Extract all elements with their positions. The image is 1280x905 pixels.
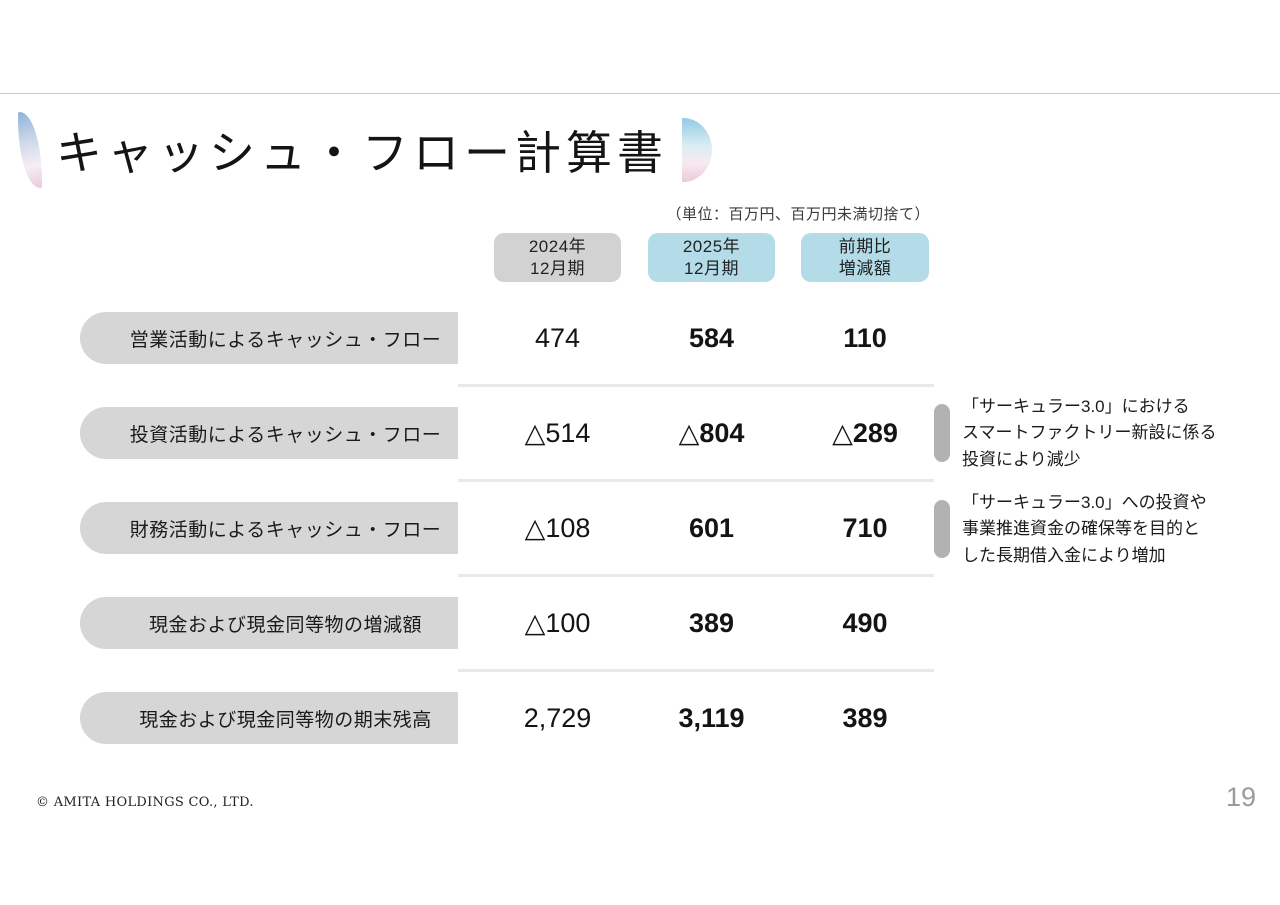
column-header-period: 増減額 bbox=[838, 258, 892, 278]
value-2025: △804 bbox=[678, 417, 745, 448]
column-header-period: 12月期 bbox=[530, 258, 585, 278]
table-row: △100 389 490 bbox=[458, 577, 934, 669]
value-diff: 710 bbox=[842, 512, 888, 543]
column-header-year: 前期比 bbox=[838, 236, 892, 256]
value-2025: 389 bbox=[688, 607, 735, 638]
value-2025: 584 bbox=[688, 322, 735, 353]
column-header-2024: 2024年 12月期 bbox=[494, 233, 621, 282]
title-decoration-left-icon bbox=[18, 112, 42, 188]
annotation-investing-cf: 「サーキュラー3.0」における スマートファクトリー新設に係る 投資により減少 bbox=[934, 392, 1250, 476]
value-diff: 110 bbox=[843, 322, 887, 353]
title-decoration-right-icon bbox=[682, 118, 712, 182]
annotation-line: スマートファクトリー新設に係る bbox=[962, 423, 1217, 443]
table-values: 474 584 110 △514 △804 △289 △108 601 710 … bbox=[458, 292, 934, 764]
annotation-text: 「サーキュラー3.0」への投資や 事業推進資金の確保等を目的と した長期借入金に… bbox=[958, 488, 1211, 572]
copyright-text: © AMITA HOLDINGS CO., LTD. bbox=[36, 795, 254, 810]
title-block: キャッシュ・フロー計算書 bbox=[18, 112, 712, 188]
value-2024: △100 bbox=[524, 607, 591, 638]
table-row: △108 601 710 bbox=[458, 482, 934, 574]
row-label-operating-cf: 営業活動によるキャッシュ・フロー bbox=[80, 312, 491, 364]
page-title: キャッシュ・フロー計算書 bbox=[56, 126, 668, 180]
annotation-line: 事業推進資金の確保等を目的と bbox=[962, 519, 1200, 539]
annotation-line: 投資により減少 bbox=[962, 449, 1081, 469]
page-number: 19 bbox=[1225, 782, 1256, 812]
annotation-text: 「サーキュラー3.0」における スマートファクトリー新設に係る 投資により減少 bbox=[958, 392, 1221, 476]
annotation-financing-cf: 「サーキュラー3.0」への投資や 事業推進資金の確保等を目的と した長期借入金に… bbox=[934, 488, 1250, 572]
annotation-connector bbox=[934, 404, 950, 462]
value-2025: 3,119 bbox=[678, 702, 745, 733]
value-diff: △289 bbox=[832, 417, 898, 448]
table-row: △514 △804 △289 bbox=[458, 387, 934, 479]
column-header-2025: 2025年 12月期 bbox=[648, 233, 775, 282]
column-header-period: 12月期 bbox=[684, 258, 739, 278]
annotation-line: した長期借入金により増加 bbox=[962, 545, 1166, 565]
row-label-cash-change: 現金および現金同等物の増減額 bbox=[80, 597, 491, 649]
slide: キャッシュ・フロー計算書 （単位：百万円、百万円未満切捨て） 2024年 12月… bbox=[0, 93, 1280, 813]
value-2024: △514 bbox=[524, 417, 591, 448]
value-diff: 389 bbox=[842, 702, 888, 733]
value-2024: 2,729 bbox=[523, 702, 592, 733]
column-header-diff: 前期比 増減額 bbox=[801, 233, 929, 282]
row-label-investing-cf: 投資活動によるキャッシュ・フロー bbox=[80, 407, 491, 459]
unit-note: （単位：百万円、百万円未満切捨て） bbox=[666, 206, 930, 223]
annotation-line: 「サーキュラー3.0」への投資や bbox=[962, 493, 1207, 512]
annotation-line: 「サーキュラー3.0」における bbox=[962, 397, 1190, 416]
value-2024: △108 bbox=[524, 512, 591, 543]
annotation-connector bbox=[934, 500, 950, 558]
row-label-cash-ending-balance: 現金および現金同等物の期末残高 bbox=[80, 692, 491, 744]
column-header-year: 2024年 bbox=[528, 236, 587, 256]
value-2025: 601 bbox=[688, 512, 735, 543]
value-diff: 490 bbox=[842, 607, 888, 638]
value-2024: 474 bbox=[534, 322, 581, 353]
column-header-year: 2025年 bbox=[682, 236, 741, 256]
row-label-financing-cf: 財務活動によるキャッシュ・フロー bbox=[80, 502, 491, 554]
table-row: 2,729 3,119 389 bbox=[458, 672, 934, 764]
table-row: 474 584 110 bbox=[458, 292, 934, 384]
